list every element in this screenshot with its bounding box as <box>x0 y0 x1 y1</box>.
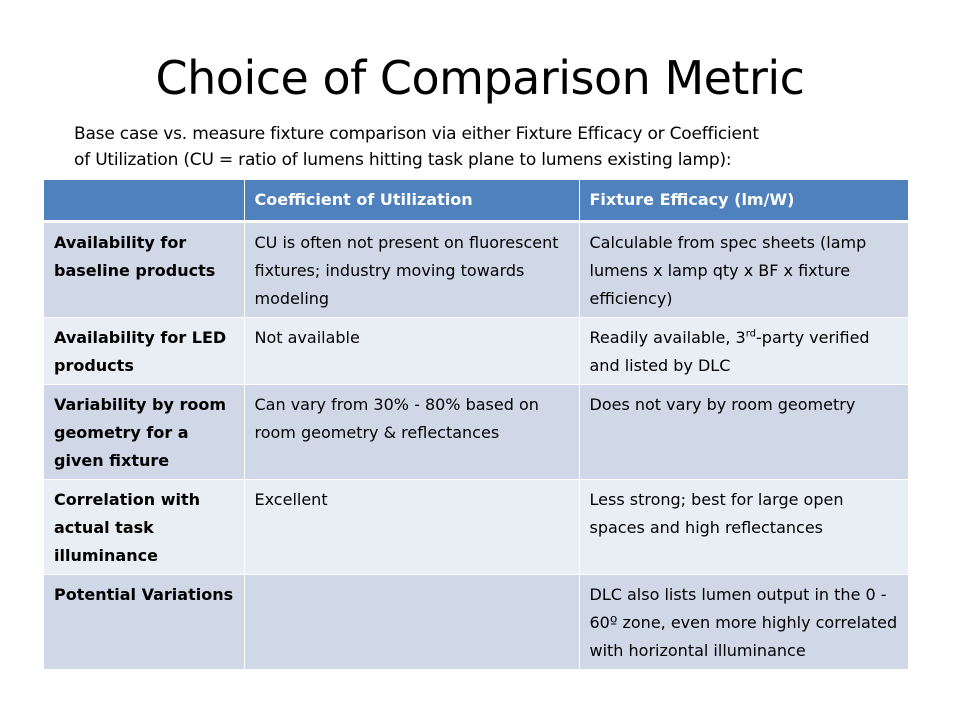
subtitle-line-1: Base case vs. measure fixture comparison… <box>74 124 759 144</box>
row-label-led-availability: Availability for LED products <box>44 317 245 385</box>
row-label-baseline-availability: Availability for baseline products <box>44 221 245 318</box>
table-header-row: Coefficient of Utilization Fixture Effic… <box>44 180 909 223</box>
cu-cell <box>244 574 580 670</box>
comparison-table: Coefficient of Utilization Fixture Effic… <box>44 180 909 670</box>
efficacy-cell: Does not vary by room geometry <box>579 384 909 480</box>
table-row: Correlation with actual task illuminance… <box>44 479 909 575</box>
efficacy-cell: DLC also lists lumen output in the 0 - 6… <box>579 574 909 670</box>
header-fixture-efficacy: Fixture Efficacy (lm/W) <box>579 180 909 223</box>
header-coefficient-of-utilization: Coefficient of Utilization <box>244 180 580 223</box>
table-row: Availability for baseline products CU is… <box>44 221 909 318</box>
row-label-variability: Variability by room geometry for a given… <box>44 384 245 480</box>
cu-cell: Not available <box>244 317 580 385</box>
efficacy-text-post: -party verified and listed by DLC <box>589 328 870 375</box>
ordinal-superscript: rd <box>745 328 757 340</box>
subtitle-line-2: of Utilization (CU = ratio of lumens hit… <box>74 150 732 170</box>
table-row: Potential Variations DLC also lists lume… <box>44 574 909 670</box>
cu-cell: Can vary from 30% - 80% based on room ge… <box>244 384 580 480</box>
efficacy-text-pre: Readily available, 3 <box>589 328 746 347</box>
efficacy-cell: Less strong; best for large open spaces … <box>579 479 909 575</box>
efficacy-cell: Readily available, 3rd-party verified an… <box>579 317 909 385</box>
slide-title: Choice of Comparison Metric <box>155 51 805 105</box>
header-empty-cell <box>44 180 245 223</box>
efficacy-cell: Calculable from spec sheets (lamp lumens… <box>579 221 909 318</box>
table-row: Variability by room geometry for a given… <box>44 384 909 480</box>
table-row: Availability for LED products Not availa… <box>44 317 909 385</box>
slide-subtitle: Base case vs. measure fixture comparison… <box>74 121 904 173</box>
cu-cell: CU is often not present on fluorescent f… <box>244 221 580 318</box>
cu-cell: Excellent <box>244 479 580 575</box>
row-label-correlation: Correlation with actual task illuminance <box>44 479 245 575</box>
row-label-potential-variations: Potential Variations <box>44 574 245 670</box>
